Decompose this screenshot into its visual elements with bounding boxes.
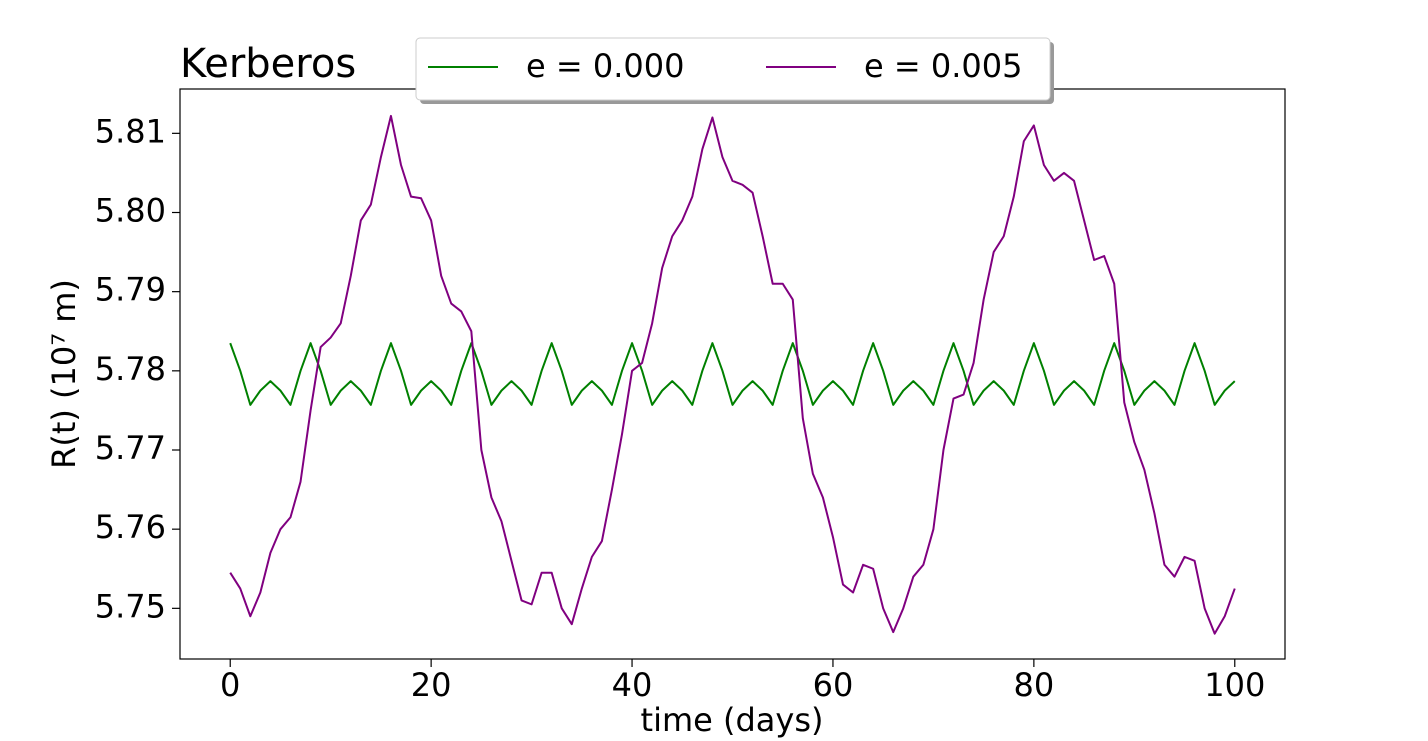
x-axis-label: time (days): [641, 701, 824, 739]
y-tick-label: 5.77: [95, 429, 166, 467]
line-series: [229, 342, 1236, 406]
chart-title: Kerberos: [180, 41, 356, 87]
legend-label: e = 0.005: [864, 47, 1022, 85]
legend: [415, 37, 1051, 101]
plot-frame: [179, 88, 1286, 660]
y-tick-label: 5.75: [95, 587, 166, 625]
y-tick-label: 5.78: [95, 350, 166, 388]
y-tick-label: 5.76: [95, 508, 166, 546]
x-tick-label: 60: [813, 666, 854, 704]
x-tick-label: 0: [220, 666, 240, 704]
x-tick-label: 40: [612, 666, 653, 704]
y-tick-label: 5.81: [95, 112, 166, 150]
legend-label: e = 0.000: [526, 47, 684, 85]
x-tick-label: 20: [411, 666, 452, 704]
y-tick-label: 5.79: [95, 271, 166, 309]
y-axis-label: R(t) (10⁷ m): [45, 279, 83, 469]
line-series: [229, 114, 1236, 635]
y-tick-label: 5.80: [95, 192, 166, 230]
x-tick-label: 80: [1014, 666, 1055, 704]
x-tick-label: 100: [1204, 666, 1265, 704]
